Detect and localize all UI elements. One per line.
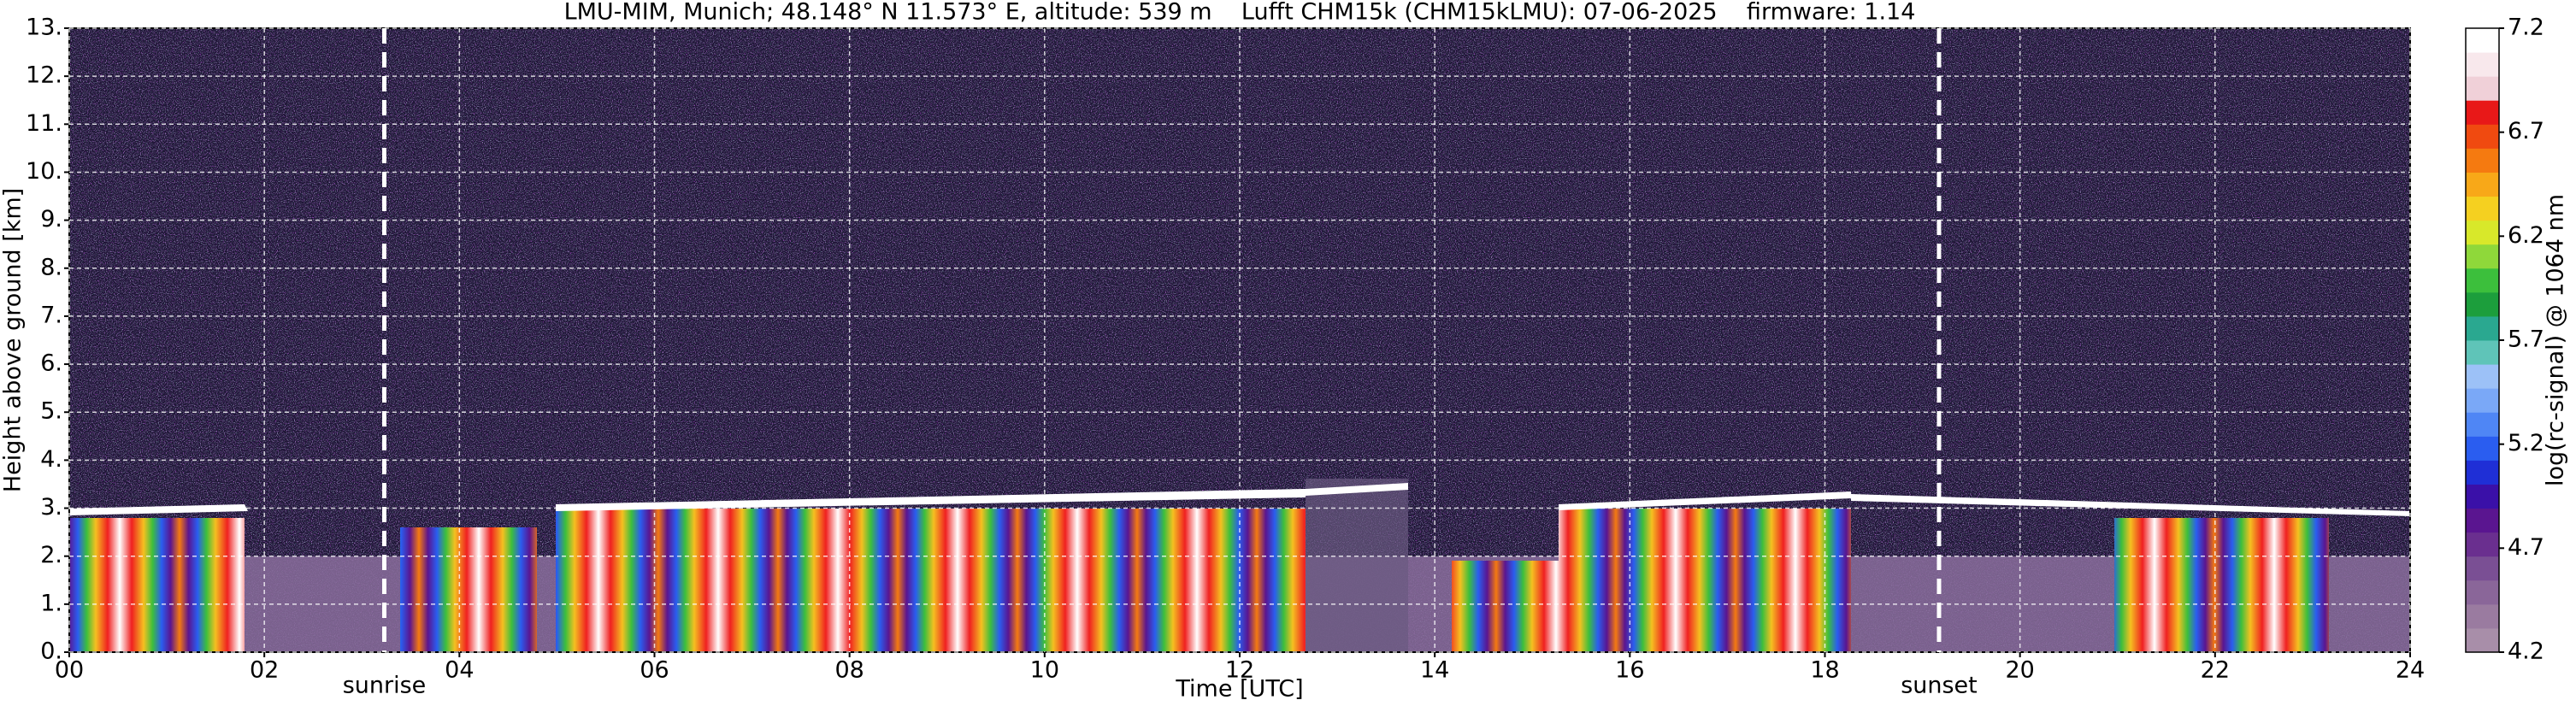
x-tick-label: 12 [1225, 657, 1254, 684]
x-tick-label: 04 [445, 657, 474, 684]
colorbar-tick-label: 4.7 [2508, 534, 2544, 561]
colorbar-segment [2466, 220, 2499, 245]
colorbar-segment [2466, 315, 2499, 341]
colorbar-segment [2466, 124, 2499, 149]
y-tick-label: 7. [40, 302, 62, 328]
colorbar-segment [2466, 100, 2499, 125]
colorbar-tick-label: 4.2 [2508, 638, 2544, 665]
colorbar-segment [2466, 340, 2499, 365]
colorbar-segment [2466, 28, 2499, 53]
colorbar-tick-label: 7.2 [2508, 15, 2544, 41]
colorbar-segment [2466, 508, 2499, 533]
y-tick-label: 6. [40, 350, 62, 377]
x-axis-label: Time [UTC] [1175, 676, 1303, 703]
colorbar-segment [2466, 532, 2499, 557]
chart-title: LMU-MIM, Munich; 48.148° N 11.573° E, al… [564, 0, 1916, 26]
annotation-label: sunrise [343, 673, 427, 699]
colorbar-segment [2466, 364, 2499, 389]
y-tick-label: 9. [40, 206, 62, 232]
colorbar-segment [2466, 172, 2499, 197]
y-tick-label: 4. [40, 446, 62, 473]
x-tick-label: 24 [2396, 657, 2425, 684]
annotation-label: sunset [1901, 673, 1978, 699]
y-axis-label: Height above ground [km] [0, 188, 27, 492]
colorbar-segment [2466, 52, 2499, 77]
colorbar-label: log(rc-signal) @ 1064 nm [2543, 194, 2569, 486]
colorbar-tick-label: 6.2 [2508, 222, 2544, 249]
colorbar-tick-label: 5.2 [2508, 430, 2544, 456]
x-tick-label: 18 [1810, 657, 1839, 684]
x-tick-label: 14 [1420, 657, 1449, 684]
colorbar-segment [2466, 412, 2499, 437]
colorbar-segment [2466, 388, 2499, 413]
colorbar-segment [2466, 196, 2499, 221]
x-tick-label: 00 [55, 657, 84, 684]
y-tick-label: 2. [40, 542, 62, 568]
colorbar-tick-label: 6.7 [2508, 118, 2544, 144]
colorbar-segment [2466, 148, 2499, 173]
x-tick-label: 06 [640, 657, 669, 684]
y-tick-label: 0. [40, 638, 62, 665]
y-tick-label: 10. [26, 158, 62, 185]
y-tick-label: 13. [26, 15, 62, 41]
y-tick-label: 8. [40, 254, 62, 280]
colorbar-segment [2466, 603, 2499, 629]
colorbar-segment [2466, 627, 2499, 653]
x-tick-label: 16 [1615, 657, 1644, 684]
y-tick-label: 11. [26, 110, 62, 137]
x-tick-label: 22 [2201, 657, 2230, 684]
colorbar-segment [2466, 484, 2499, 509]
colorbar-tick-label: 5.7 [2508, 327, 2544, 353]
y-tick-label: 12. [26, 62, 62, 89]
colorbar-segment [2466, 76, 2499, 101]
colorbar-segment [2466, 436, 2499, 461]
colorbar-segment [2466, 460, 2499, 485]
x-tick-label: 08 [834, 657, 864, 684]
x-tick-label: 02 [250, 657, 279, 684]
colorbar-segment [2466, 244, 2499, 269]
colorbar-segment [2466, 291, 2499, 317]
y-tick-label: 5. [40, 398, 62, 425]
x-tick-label: 10 [1030, 657, 1059, 684]
colorbar-segment [2466, 556, 2499, 581]
colorbar-segment [2466, 268, 2499, 293]
x-tick-label: 20 [2005, 657, 2034, 684]
colorbar-segment [2466, 580, 2499, 605]
y-tick-label: 3. [40, 494, 62, 521]
y-tick-label: 1. [40, 590, 62, 616]
